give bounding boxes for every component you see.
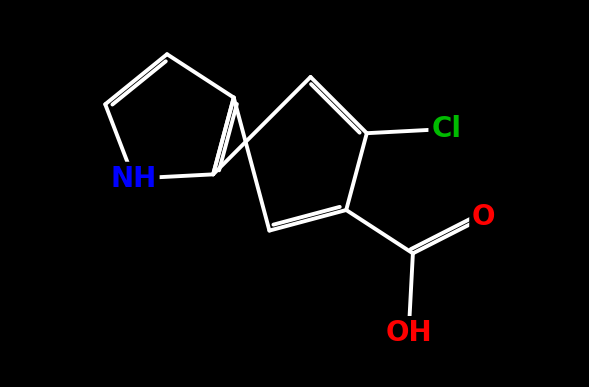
Text: O: O — [472, 203, 495, 231]
Text: OH: OH — [385, 319, 432, 347]
Text: NH: NH — [111, 164, 157, 192]
Text: Cl: Cl — [431, 115, 461, 143]
